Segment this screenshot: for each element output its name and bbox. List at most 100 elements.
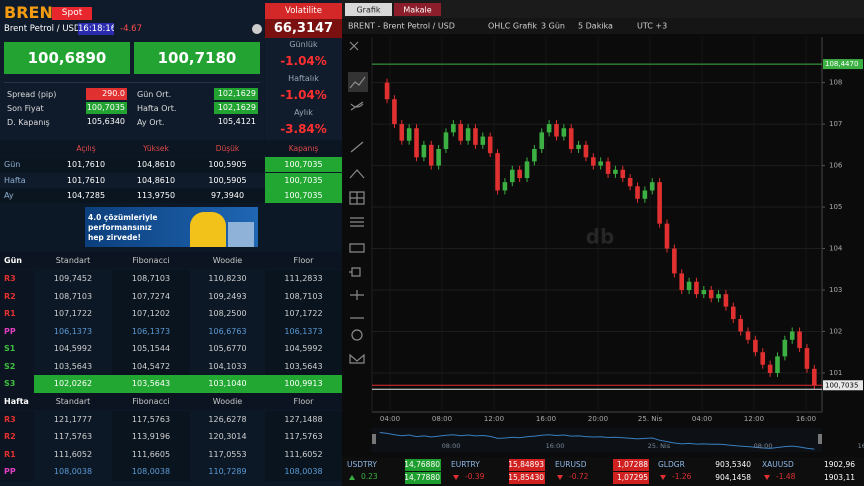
pivot-cell: 117,5763 [34, 428, 112, 446]
tab[interactable] [345, 3, 392, 16]
candle-body [649, 182, 655, 191]
pivot-label-bg [0, 375, 34, 393]
ticker-bid-bg [405, 459, 441, 471]
ticker-bid: 15,84893 [508, 460, 544, 469]
stat-value: 290.0 [86, 88, 127, 100]
tool-icon[interactable] [349, 169, 365, 179]
ticker-symbol: USDTRY [347, 460, 377, 469]
pivot-cell: 108,0038 [112, 463, 190, 481]
y-tick-label: 106 [829, 162, 843, 170]
pivot-cell: 106,1373 [265, 322, 342, 340]
ticker-symbol: GLDGR [658, 460, 685, 469]
candle-body [399, 124, 405, 141]
price-label-bg [823, 59, 863, 70]
tool-icon[interactable] [350, 217, 364, 227]
toolbar-item[interactable]: 5 Dakika [578, 22, 613, 31]
pivot-label-bg [0, 305, 34, 323]
ticker-ask: 1,07295 [617, 473, 648, 482]
candle-body [598, 161, 603, 166]
stat-label: D. Kapanış [7, 118, 50, 127]
avg-value: 102,1629 [214, 102, 258, 114]
candle-body [561, 128, 567, 137]
pivot-col: Woodie [212, 256, 243, 265]
vol-value: 66,3147 [265, 19, 342, 38]
candle-body [546, 124, 552, 133]
candle-body [738, 319, 743, 332]
vol-label: Günlük [289, 40, 318, 49]
pivot-cell: 107,7274 [112, 287, 190, 305]
candle-body [708, 290, 714, 299]
pivot-cell: 108,2500 [190, 305, 265, 323]
x-tick-label: 08:00 [432, 415, 452, 423]
toolbar-item[interactable]: UTC +3 [637, 22, 667, 31]
chart-panel: Grafik Makale BRENT - Brent Petrol / USD OH… [342, 0, 864, 486]
tool-icon[interactable] [349, 317, 365, 364]
pivot-col: Floor [293, 256, 314, 265]
avg-value: 105,4121 [217, 117, 256, 126]
tool-icon[interactable] [349, 76, 366, 89]
navigator-handle[interactable] [818, 434, 822, 444]
ad-text: 4.0 çözümleriyle [88, 213, 158, 222]
tab[interactable] [394, 3, 441, 16]
pivot-period: Hafta [4, 396, 29, 406]
pivot-label: S1 [4, 344, 16, 353]
vol-change: -1.04% [280, 54, 327, 68]
tool-strip[interactable] [348, 41, 368, 364]
tool-icon[interactable] [349, 243, 365, 253]
price-label: 108,4470 [825, 60, 858, 68]
ticker-bid: 1,07288 [617, 460, 648, 469]
x-tick-label: 12:00 [744, 415, 764, 423]
y-tick-label: 103 [829, 286, 842, 294]
tool-icon[interactable] [349, 41, 359, 51]
candle-body [576, 144, 581, 149]
pivot-cell: 107,1722 [265, 305, 342, 323]
pivot-cell: 108,7103 [112, 270, 190, 288]
candle-body [745, 331, 751, 340]
pivot-col: Fibonacci [132, 396, 170, 406]
help-icon [252, 24, 262, 34]
pivot-col: Floor [293, 396, 314, 406]
toolbar-item[interactable]: 3 Gün [541, 22, 565, 31]
tool-icon[interactable] [348, 72, 368, 92]
navigator-label: 08:00 [442, 442, 461, 450]
tool-icon[interactable] [349, 191, 365, 205]
toolbar [342, 18, 864, 34]
tool-icon[interactable] [349, 267, 364, 300]
ad-machine [228, 222, 254, 247]
ohlc-col: Açılış [76, 144, 96, 153]
navigator-label: 08:00 [754, 442, 773, 450]
pivot-label: S2 [4, 361, 16, 371]
change: -4.67 [120, 24, 142, 34]
toolbar-item[interactable]: OHLC Grafik [488, 22, 537, 31]
tool-icon[interactable] [350, 101, 364, 111]
ohlc-row-label: Ay [4, 191, 14, 200]
pivot-cell: 126,6278 [190, 410, 265, 428]
pivot-col: Fibonacci [132, 256, 170, 265]
navigator-handle[interactable] [372, 434, 376, 444]
ticker-symbol: XAUUSD [762, 460, 794, 469]
pivot-label-bg [0, 410, 34, 428]
pivot-cell: 104,1033 [190, 357, 265, 375]
ticker-ask-bg [613, 472, 649, 484]
pivot-cell: 104,5472 [112, 357, 190, 375]
pivot-cell: 111,2833 [265, 270, 342, 288]
x-tick-label: 20:00 [588, 415, 608, 423]
candle-body [775, 356, 780, 373]
pivot-cell: 110,7289 [190, 463, 265, 481]
candle-body [789, 331, 795, 340]
ticker-arrow [453, 475, 459, 480]
ask-button[interactable]: 100,7180 [134, 42, 260, 74]
candle-body [672, 248, 677, 274]
bid-button[interactable]: 100,6890 [4, 42, 130, 74]
pivot-cell: 108,0038 [34, 463, 112, 481]
pivot-cell: 103,5643 [34, 357, 112, 375]
candle-body [664, 223, 670, 249]
vol-label: Haftalık [288, 74, 319, 83]
ticker-arrow [349, 475, 355, 480]
price-label-bg [823, 380, 863, 391]
candle-body [642, 190, 648, 199]
pivot-col: Woodie [212, 396, 243, 406]
tool-icon[interactable] [350, 141, 364, 153]
candle-body [723, 294, 729, 307]
vol-change: -3.84% [280, 122, 327, 136]
